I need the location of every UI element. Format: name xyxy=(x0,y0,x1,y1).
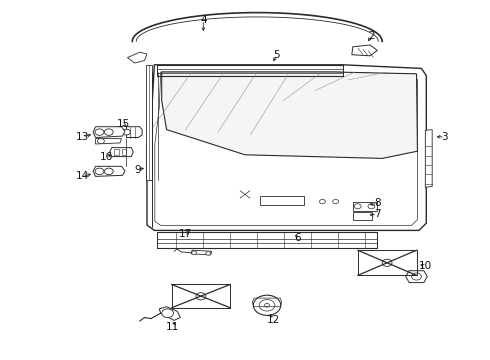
Polygon shape xyxy=(146,65,152,180)
Circle shape xyxy=(412,273,421,280)
Polygon shape xyxy=(353,212,372,220)
Circle shape xyxy=(354,204,361,209)
Polygon shape xyxy=(126,127,142,138)
Polygon shape xyxy=(93,127,125,138)
Text: 9: 9 xyxy=(134,165,141,175)
Circle shape xyxy=(104,129,113,135)
Text: 8: 8 xyxy=(374,198,381,208)
Circle shape xyxy=(206,252,211,255)
Polygon shape xyxy=(159,307,180,320)
Circle shape xyxy=(333,199,339,204)
Polygon shape xyxy=(260,196,304,205)
Circle shape xyxy=(122,129,130,135)
Circle shape xyxy=(265,303,270,307)
Text: 16: 16 xyxy=(100,152,114,162)
Polygon shape xyxy=(353,202,377,211)
Text: 11: 11 xyxy=(166,322,179,332)
Polygon shape xyxy=(114,149,119,155)
Text: 13: 13 xyxy=(75,132,89,142)
Circle shape xyxy=(104,168,113,175)
Text: 10: 10 xyxy=(419,261,432,271)
Text: 17: 17 xyxy=(178,229,192,239)
Text: 2: 2 xyxy=(368,31,375,41)
Circle shape xyxy=(192,251,196,255)
Polygon shape xyxy=(93,166,125,176)
Polygon shape xyxy=(147,65,426,230)
Polygon shape xyxy=(122,149,126,155)
Circle shape xyxy=(95,168,104,175)
Circle shape xyxy=(382,259,392,266)
Text: 5: 5 xyxy=(273,50,280,60)
Text: 15: 15 xyxy=(117,119,130,129)
Text: 4: 4 xyxy=(200,15,207,25)
Polygon shape xyxy=(96,139,122,144)
Polygon shape xyxy=(406,271,427,283)
Circle shape xyxy=(319,199,325,204)
Circle shape xyxy=(98,139,104,144)
Polygon shape xyxy=(127,52,147,63)
Text: 7: 7 xyxy=(374,209,381,219)
Text: 12: 12 xyxy=(267,315,280,325)
Polygon shape xyxy=(191,250,212,255)
Circle shape xyxy=(95,129,104,135)
Circle shape xyxy=(253,295,281,315)
Polygon shape xyxy=(425,130,432,187)
Circle shape xyxy=(162,309,173,318)
Text: 14: 14 xyxy=(75,171,89,181)
Text: 3: 3 xyxy=(441,132,448,142)
Circle shape xyxy=(196,293,206,300)
Circle shape xyxy=(368,204,375,209)
Text: 6: 6 xyxy=(294,233,301,243)
Polygon shape xyxy=(110,148,133,157)
Polygon shape xyxy=(162,72,417,158)
Circle shape xyxy=(259,300,275,311)
Polygon shape xyxy=(352,45,377,56)
